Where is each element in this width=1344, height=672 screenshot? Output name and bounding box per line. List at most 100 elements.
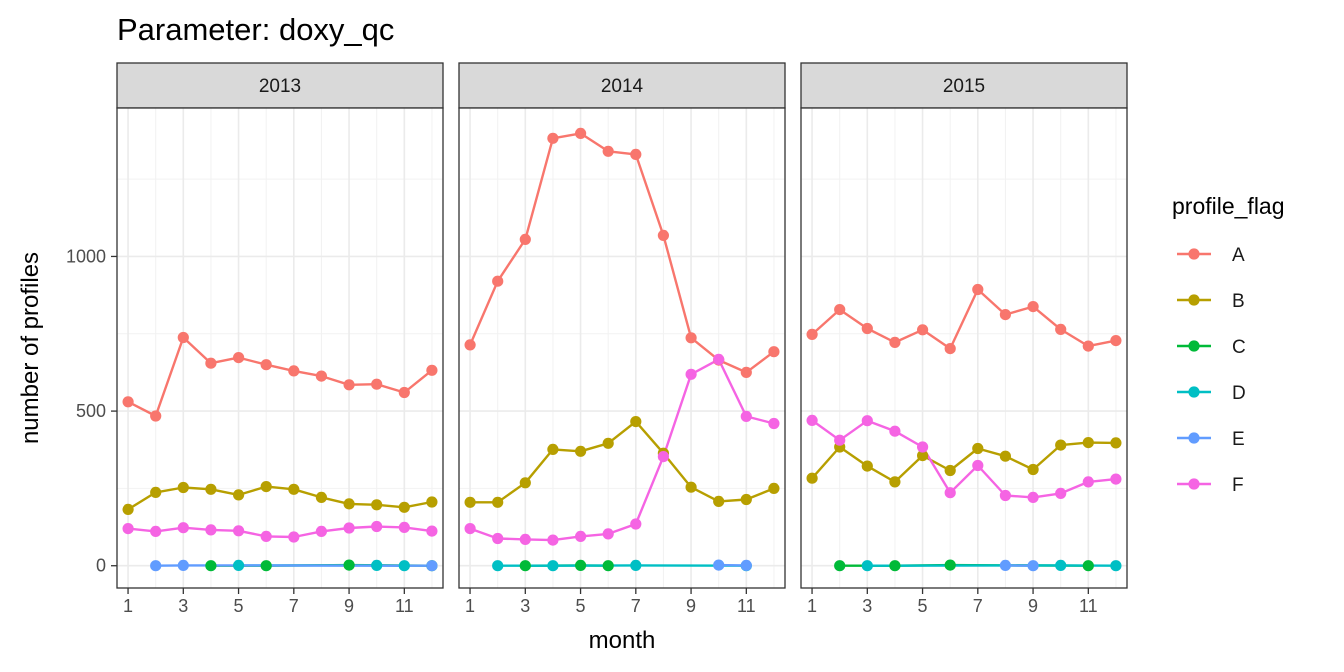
data-point-B — [740, 493, 752, 506]
legend-label: D — [1232, 383, 1246, 404]
legend-item-A: A — [1177, 245, 1245, 266]
data-point-F — [371, 520, 383, 533]
data-point-F — [713, 353, 725, 365]
data-point-A — [371, 378, 383, 390]
x-tick-label: 3 — [178, 596, 188, 616]
x-axis-title: month — [589, 627, 656, 654]
panel-background — [459, 108, 785, 588]
data-point-B — [122, 503, 134, 515]
x-tick-label: 9 — [344, 596, 354, 616]
data-point-B — [861, 460, 873, 472]
data-point-B — [944, 464, 956, 477]
facet-strip-label: 2013 — [259, 76, 301, 97]
data-point-B — [150, 486, 162, 498]
legend-key-point — [1188, 432, 1200, 444]
data-point-B — [768, 482, 780, 494]
data-point-A — [806, 328, 818, 340]
legend-item-D: D — [1177, 383, 1246, 404]
facet-strip-label: 2014 — [601, 76, 644, 97]
data-point-F — [630, 518, 642, 530]
data-point-A — [834, 304, 846, 316]
data-point-A — [944, 343, 956, 355]
data-point-C — [575, 559, 587, 572]
data-point-A — [343, 379, 355, 391]
legend-key-point — [1188, 478, 1200, 490]
data-point-F — [972, 459, 984, 472]
data-point-F — [315, 525, 327, 538]
data-point-F — [519, 533, 531, 546]
y-tick-label: 1000 — [66, 246, 106, 266]
data-point-D — [492, 560, 504, 572]
data-point-F — [426, 525, 438, 537]
panel-background — [801, 108, 1127, 588]
facet-strip — [116, 62, 444, 109]
x-tick-label: 1 — [807, 596, 817, 616]
facet-strip — [458, 62, 786, 109]
legend: profile_flag A B C D E F — [1172, 193, 1285, 496]
data-point-F — [806, 414, 818, 426]
data-point-B — [205, 483, 217, 495]
data-point-C — [343, 559, 355, 571]
data-point-A — [177, 331, 189, 344]
legend-item-C: C — [1177, 337, 1246, 358]
legend-label: C — [1232, 337, 1246, 358]
x-tick-label: 1 — [465, 596, 475, 616]
data-point-F — [575, 530, 587, 543]
data-point-B — [398, 501, 410, 513]
panel-border — [458, 107, 786, 589]
data-point-A — [861, 322, 873, 335]
data-point-B — [1055, 439, 1067, 451]
data-point-B — [972, 442, 984, 455]
data-point-F — [1027, 491, 1039, 503]
data-point-F — [343, 522, 355, 534]
panel-2013: 2013 1 3 5 7 9 11 0 500 1000 — [66, 62, 444, 616]
data-point-A — [398, 386, 410, 399]
data-point-C — [889, 560, 901, 572]
data-point-E — [740, 559, 752, 572]
legend-title: profile_flag — [1172, 193, 1285, 219]
data-point-B — [464, 496, 476, 508]
data-point-F — [150, 525, 162, 538]
data-point-B — [713, 495, 725, 507]
data-point-A — [630, 148, 642, 160]
data-point-A — [740, 366, 752, 378]
data-point-B — [1082, 437, 1094, 449]
legend-item-E: E — [1177, 429, 1245, 450]
data-point-F — [205, 524, 217, 536]
data-point-F — [768, 417, 780, 430]
x-tick-label: 5 — [576, 596, 586, 616]
x-tick-label: 7 — [973, 596, 983, 616]
data-point-E — [150, 560, 162, 572]
panel-2014: 2014 1 3 5 7 9 11 — [458, 62, 786, 616]
data-point-B — [806, 472, 818, 484]
y-tick-label: 0 — [96, 556, 106, 576]
panel-background — [117, 108, 443, 588]
data-point-C — [834, 560, 846, 572]
data-point-D — [1110, 560, 1122, 572]
data-point-A — [1027, 301, 1039, 313]
legend-label: F — [1232, 475, 1244, 496]
data-point-B — [685, 481, 697, 493]
x-tick-label: 9 — [686, 596, 696, 616]
y-axis-title: number of profiles — [17, 252, 44, 444]
x-tick-label: 3 — [862, 596, 872, 616]
data-point-D — [861, 560, 873, 572]
data-point-F — [834, 434, 846, 446]
data-point-D — [233, 559, 245, 572]
x-tick-label: 3 — [520, 596, 530, 616]
data-point-B — [343, 498, 355, 510]
data-point-C — [944, 559, 956, 571]
data-point-A — [972, 283, 984, 296]
data-point-C — [205, 560, 217, 572]
data-point-A — [288, 365, 300, 377]
data-point-B — [371, 499, 383, 511]
data-point-A — [1110, 335, 1122, 347]
data-point-D — [630, 559, 642, 572]
data-point-F — [288, 531, 300, 543]
data-point-A — [260, 359, 272, 371]
data-point-D — [398, 560, 410, 572]
x-tick-label: 1 — [123, 596, 133, 616]
data-point-F — [685, 368, 697, 380]
data-point-B — [233, 489, 245, 501]
